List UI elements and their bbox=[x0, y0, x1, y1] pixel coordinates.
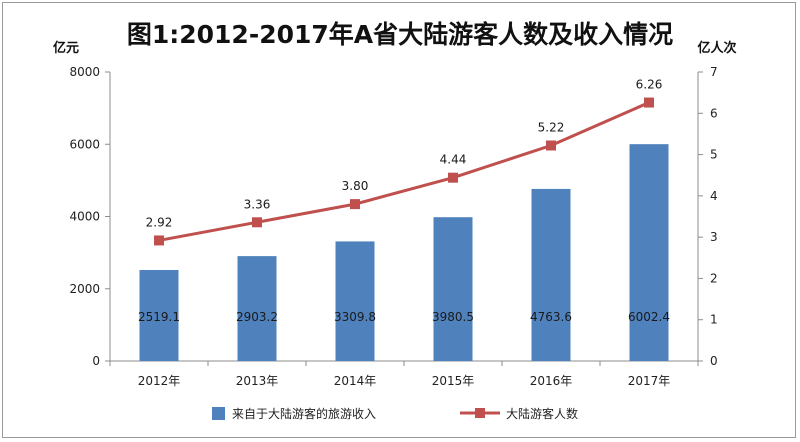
right-tick-label: 5 bbox=[710, 148, 718, 162]
x-tick-label: 2014年 bbox=[334, 374, 377, 388]
axes: 0 2000 4000 6000 8000 0 1 2 3 4 5 6 7 2012年 2013年 2014年… bbox=[69, 65, 717, 388]
left-tick-label: 4000 bbox=[69, 210, 100, 224]
line-data-label: 6.26 bbox=[636, 78, 663, 92]
legend: 来自于大陆游客的旅游收入 大陆游客人数 bbox=[212, 406, 578, 421]
bar bbox=[335, 241, 375, 361]
right-tick-label: 2 bbox=[710, 271, 718, 285]
line-point-marker bbox=[448, 172, 458, 183]
left-tick-label: 6000 bbox=[69, 137, 100, 151]
legend-line-label: 大陆游客人数 bbox=[506, 406, 578, 421]
right-tick-label: 6 bbox=[710, 106, 718, 120]
bar-data-label: 6002.4 bbox=[628, 310, 670, 324]
left-tick-label: 8000 bbox=[69, 65, 100, 79]
right-tick-label: 3 bbox=[710, 230, 718, 244]
bar-data-label: 2903.2 bbox=[236, 310, 278, 324]
left-axis-unit: 亿元 bbox=[53, 40, 79, 56]
line-point-marker bbox=[154, 235, 164, 246]
bar-series: 2519.1 2903.2 3309.8 3980.5 4763.6 6002.4 bbox=[138, 144, 670, 361]
right-tick-label: 1 bbox=[710, 313, 718, 327]
x-tick-label: 2016年 bbox=[530, 374, 573, 388]
line-data-label: 4.44 bbox=[440, 153, 467, 167]
x-tick-label: 2013年 bbox=[236, 374, 279, 388]
left-tick-label: 0 bbox=[92, 354, 100, 368]
bar-data-label: 4763.6 bbox=[530, 310, 572, 324]
legend-bar-label: 来自于大陆游客的旅游收入 bbox=[232, 406, 376, 421]
line-series: 2.92 3.36 3.80 4.44 5.22 6.26 bbox=[146, 78, 663, 246]
bar-data-label: 3309.8 bbox=[334, 310, 376, 324]
line-point-marker bbox=[350, 199, 360, 210]
line-data-label: 2.92 bbox=[146, 215, 173, 229]
line-point-marker bbox=[546, 140, 556, 151]
bar bbox=[629, 144, 669, 361]
line-data-label: 5.22 bbox=[538, 120, 565, 134]
bar-data-label: 3980.5 bbox=[432, 310, 474, 324]
bar-data-label: 2519.1 bbox=[138, 310, 180, 324]
line-data-label: 3.80 bbox=[342, 179, 369, 193]
line-path bbox=[158, 101, 650, 242]
chart-title: 图1:2012-2017年A省大陆游客人数及收入情况 bbox=[127, 20, 673, 49]
line-point-marker bbox=[644, 97, 654, 108]
right-tick-label: 0 bbox=[710, 354, 718, 368]
legend-line-marker bbox=[475, 408, 485, 418]
right-tick-label: 4 bbox=[710, 189, 718, 203]
bar bbox=[237, 256, 277, 361]
x-tick-label: 2012年 bbox=[138, 374, 181, 388]
left-tick-label: 2000 bbox=[69, 282, 100, 296]
line-data-label: 3.36 bbox=[244, 197, 271, 211]
bar bbox=[531, 188, 571, 361]
x-tick-label: 2017年 bbox=[628, 374, 671, 388]
bar bbox=[433, 217, 473, 361]
right-tick-label: 7 bbox=[710, 65, 718, 79]
line-point-marker bbox=[252, 217, 262, 228]
x-tick-label: 2015年 bbox=[432, 374, 475, 388]
legend-bar-swatch bbox=[212, 407, 225, 420]
bar bbox=[139, 269, 179, 361]
right-axis-unit: 亿人次 bbox=[697, 40, 736, 56]
